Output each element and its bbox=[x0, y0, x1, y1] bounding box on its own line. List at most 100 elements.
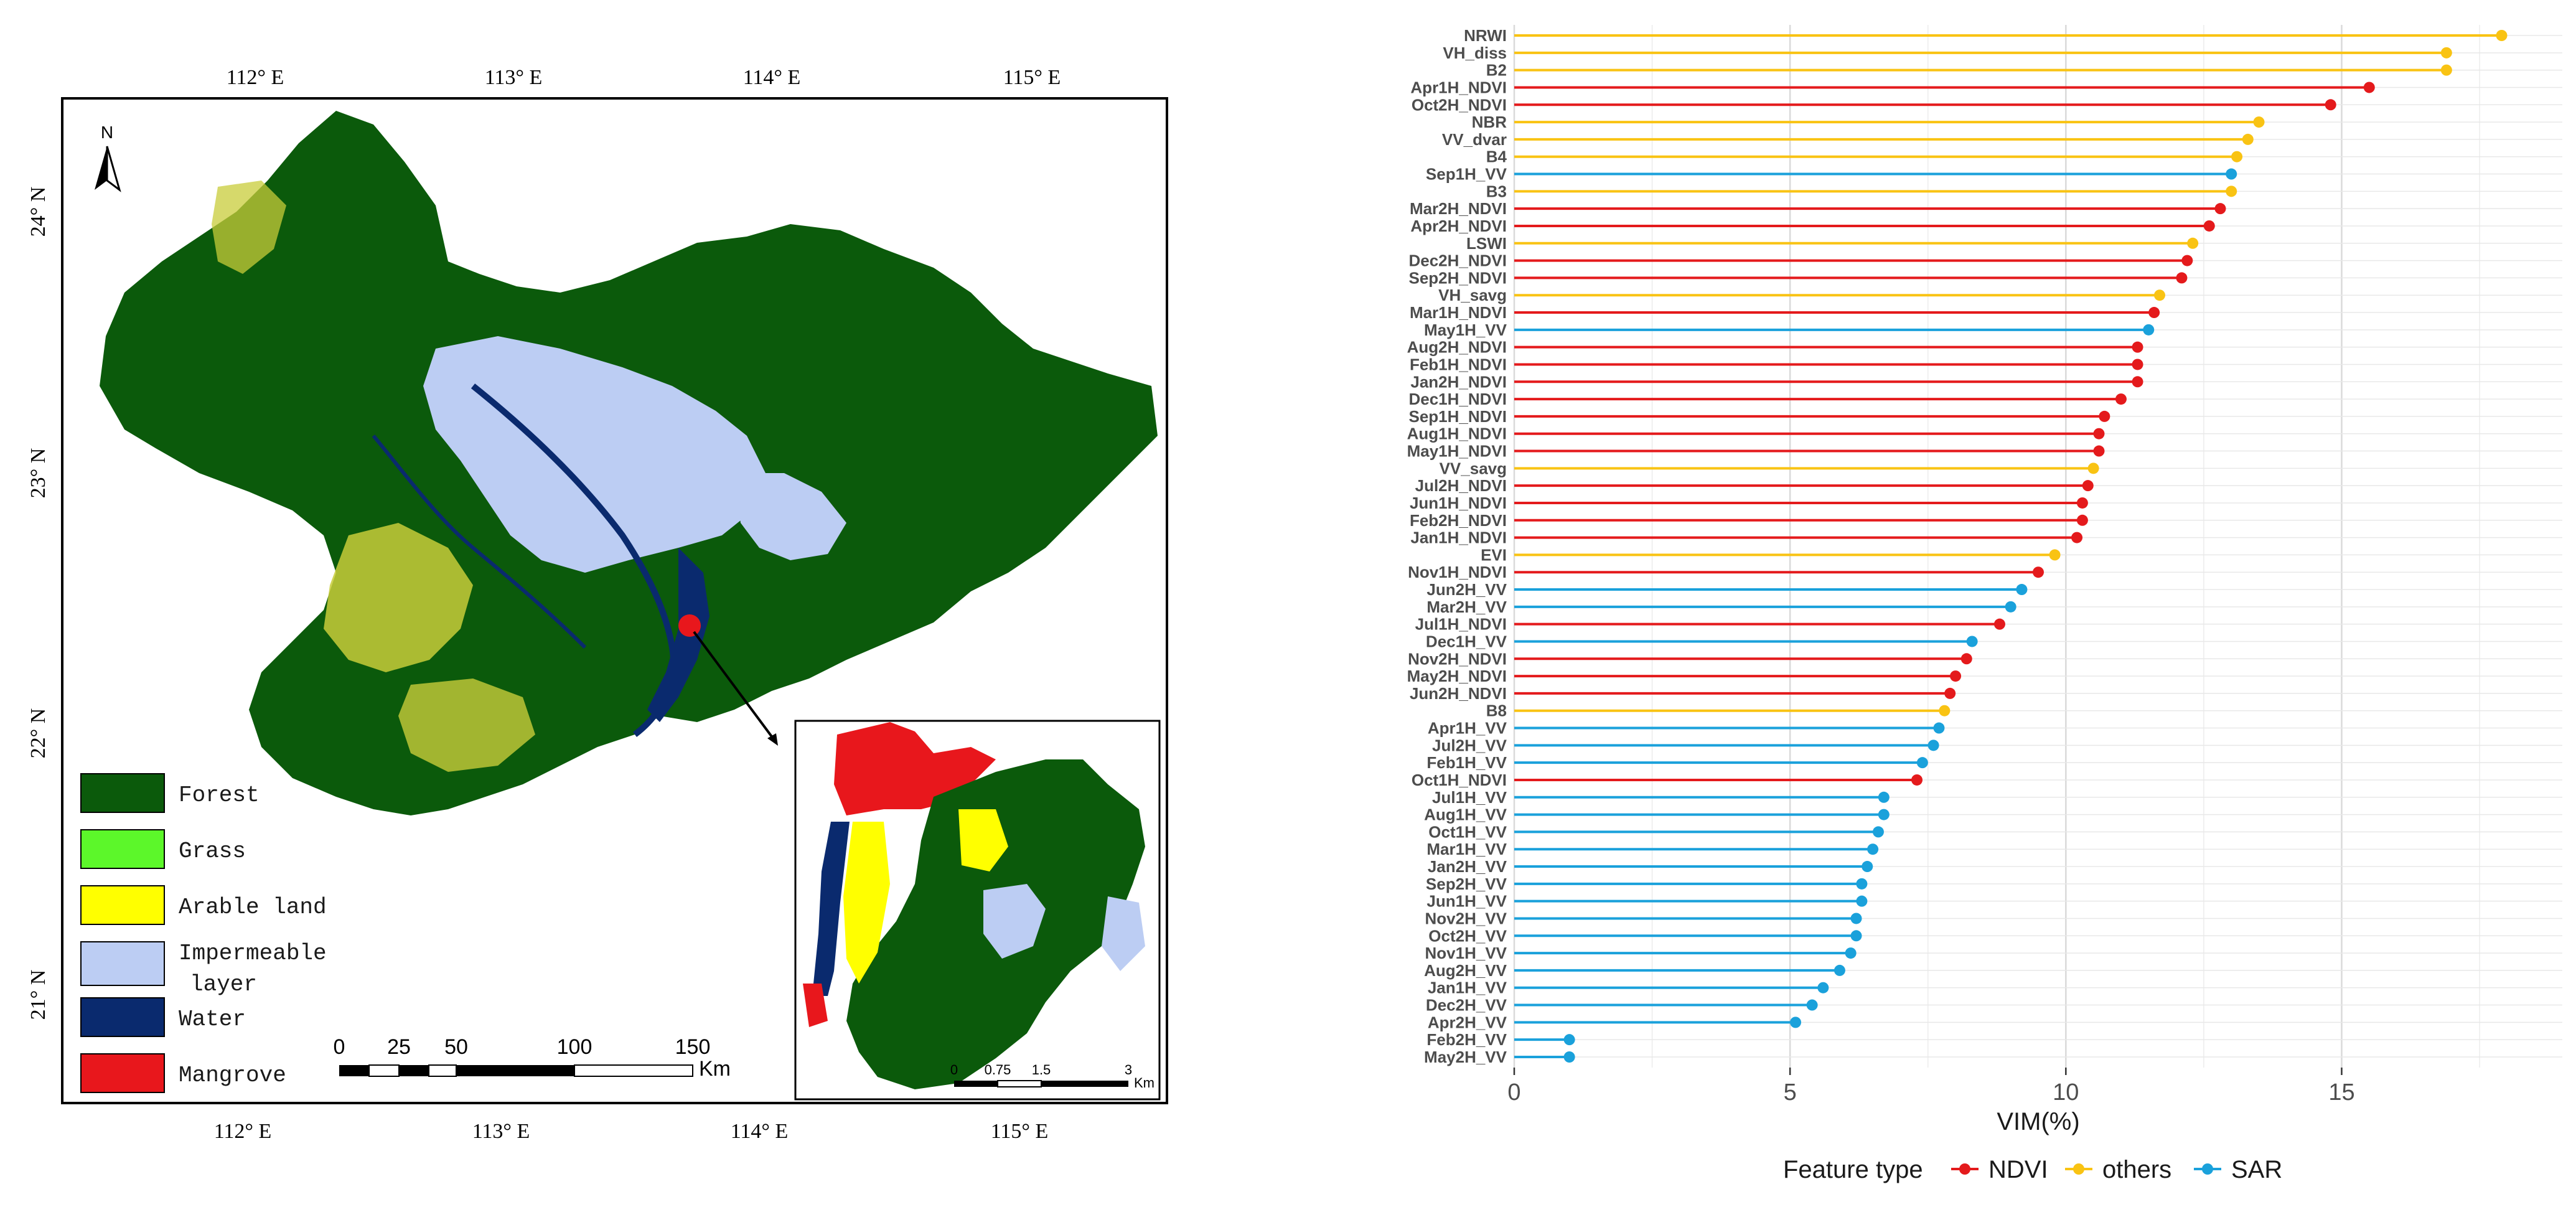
feature-label: Dec2H_VV bbox=[1426, 996, 1507, 1015]
feature-label: Jul2H_VV bbox=[1432, 736, 1507, 754]
feature-label: B3 bbox=[1486, 182, 1507, 200]
lollipop-point bbox=[2016, 584, 2028, 596]
lollipop-point bbox=[1966, 636, 1978, 647]
legend-swatch-impermeable-layer bbox=[80, 941, 165, 986]
feature-label: Oct1H_VV bbox=[1428, 822, 1507, 841]
lollipop-point bbox=[2181, 255, 2193, 266]
scalebar-tick-label: 0 bbox=[334, 1035, 345, 1059]
lollipop-point bbox=[2071, 532, 2083, 543]
lollipop-point bbox=[1845, 947, 1857, 959]
x-tick-label: 0 bbox=[1507, 1079, 1520, 1106]
lollipop-point bbox=[1878, 791, 1890, 803]
feature-label: Apr2H_NDVI bbox=[1410, 217, 1507, 235]
feature-label: Apr1H_VV bbox=[1428, 719, 1507, 738]
lollipop-point bbox=[2143, 324, 2155, 336]
legend-label: Water bbox=[179, 1007, 246, 1032]
feature-label: Sep2H_NDVI bbox=[1409, 268, 1507, 287]
feature-label: Sep1H_NDVI bbox=[1409, 407, 1507, 426]
inset-mangrove-south bbox=[803, 984, 828, 1027]
impermeable-region-east bbox=[734, 473, 846, 560]
estuary bbox=[647, 548, 710, 722]
lollipop-point bbox=[2325, 99, 2336, 111]
scalebar-tick-label: 50 bbox=[444, 1035, 468, 1059]
impermeable-region bbox=[423, 336, 766, 573]
lollipop-point bbox=[2203, 220, 2215, 232]
arable-region-north bbox=[212, 181, 286, 274]
lollipop-point bbox=[2093, 428, 2105, 439]
left-latitude-label: 23° N bbox=[27, 448, 50, 499]
feature-label: Jan1H_VV bbox=[1428, 979, 1507, 997]
bottom-longitude-label: 115° E bbox=[991, 1120, 1049, 1143]
land-cover-map: N Forest Grass Arable land Impermeable layer… bbox=[27, 66, 1204, 1143]
legend-key-point bbox=[2202, 1163, 2213, 1175]
legend-entry-label: NDVI bbox=[1988, 1156, 2048, 1183]
lollipop-point bbox=[2132, 376, 2143, 388]
north-label: N bbox=[101, 123, 113, 142]
chart-legend: Feature type NDVI others SAR bbox=[1783, 1156, 2282, 1183]
legend-title: Feature type bbox=[1783, 1156, 1923, 1183]
x-tick-label: 5 bbox=[1784, 1079, 1797, 1106]
scalebar-tick-label: 100 bbox=[557, 1035, 592, 1059]
lollipop-point bbox=[1856, 878, 1868, 890]
feature-importance-chart-panel: NRWI VH_diss B2 Apr1H_NDVI Oct2H_NDVI NBR VV_d… bbox=[1332, 0, 2576, 1204]
lollipop-point bbox=[2242, 133, 2254, 145]
legend-swatch-forest bbox=[80, 773, 165, 813]
legend-entry-label: others bbox=[2102, 1156, 2171, 1183]
lollipop-point bbox=[2033, 566, 2044, 578]
lollipop-point bbox=[2226, 186, 2237, 197]
lollipop-point bbox=[1790, 1017, 1802, 1028]
feature-label: Feb2H_VV bbox=[1426, 1030, 1507, 1049]
lollipop-point bbox=[2005, 601, 2016, 613]
left-latitude-label: 22° N bbox=[27, 708, 50, 759]
right-latitude-label: 24° N bbox=[1181, 187, 1183, 237]
mangrove-site-marker bbox=[678, 614, 701, 637]
scalebar-unit: Km bbox=[699, 1057, 731, 1081]
lollipop-point bbox=[2440, 47, 2452, 59]
feature-label: VH_diss bbox=[1443, 44, 1507, 62]
feature-label: Oct2H_NDVI bbox=[1412, 95, 1507, 114]
feature-label: Dec1H_NDVI bbox=[1408, 390, 1507, 408]
lollipop-point bbox=[2363, 82, 2375, 93]
x-tick-label: 15 bbox=[2328, 1079, 2354, 1106]
scalebar-tick-label: 150 bbox=[675, 1035, 711, 1059]
lollipop-point bbox=[1944, 687, 1956, 699]
bottom-longitude-label: 113° E bbox=[472, 1120, 530, 1143]
lollipop-point bbox=[2440, 64, 2452, 76]
top-longitude-label: 113° E bbox=[485, 66, 543, 89]
feature-label: Mar2H_VV bbox=[1426, 598, 1507, 616]
inset-pointer-arrowhead bbox=[767, 733, 778, 746]
inset-map bbox=[794, 720, 1161, 1101]
bottom-longitude-label: 114° E bbox=[731, 1120, 789, 1143]
feature-label: Aug1H_NDVI bbox=[1407, 425, 1507, 443]
arable-region-west bbox=[324, 523, 473, 672]
feature-label: Jun1H_VV bbox=[1426, 892, 1507, 911]
feature-label: Sep1H_VV bbox=[1426, 165, 1507, 184]
top-longitude-label: 115° E bbox=[1003, 66, 1061, 89]
feature-label: May1H_VV bbox=[1424, 321, 1507, 339]
lollipop-marks bbox=[1514, 30, 2508, 1063]
lollipop-point bbox=[2148, 307, 2160, 319]
feature-label: Sep2H_VV bbox=[1426, 875, 1507, 893]
plot-background bbox=[1514, 25, 2562, 1068]
legend-label: Grass bbox=[179, 838, 246, 864]
land-cover-map-panel: N Forest Grass Arable land Impermeable layer… bbox=[0, 0, 1204, 1204]
feature-name-labels: NRWIVH_dissB2Apr1H_NDVIOct2H_NDVINBRVV_d… bbox=[1407, 26, 1507, 1066]
feature-label: May2H_VV bbox=[1424, 1048, 1507, 1066]
land-cover-area bbox=[100, 111, 1158, 815]
feature-label: Jan2H_VV bbox=[1428, 857, 1507, 876]
lollipop-point bbox=[2231, 151, 2243, 162]
top-longitude-label: 112° E bbox=[227, 66, 284, 89]
inset-scalebar bbox=[954, 1080, 1128, 1087]
feature-label: Mar1H_NDVI bbox=[1410, 303, 1507, 322]
inset-water bbox=[812, 822, 850, 996]
lollipop-point bbox=[1950, 670, 1962, 682]
lollipop-point bbox=[1939, 705, 1951, 716]
lollipop-point bbox=[2153, 289, 2165, 301]
feature-label: Feb1H_VV bbox=[1426, 753, 1507, 772]
right-latitude-label: 23° N bbox=[1181, 448, 1183, 499]
feature-label: Nov1H_VV bbox=[1425, 944, 1507, 962]
lollipop-point bbox=[1872, 826, 1884, 838]
legend-key-point bbox=[1959, 1163, 1970, 1175]
north-arrow-icon bbox=[95, 146, 121, 192]
